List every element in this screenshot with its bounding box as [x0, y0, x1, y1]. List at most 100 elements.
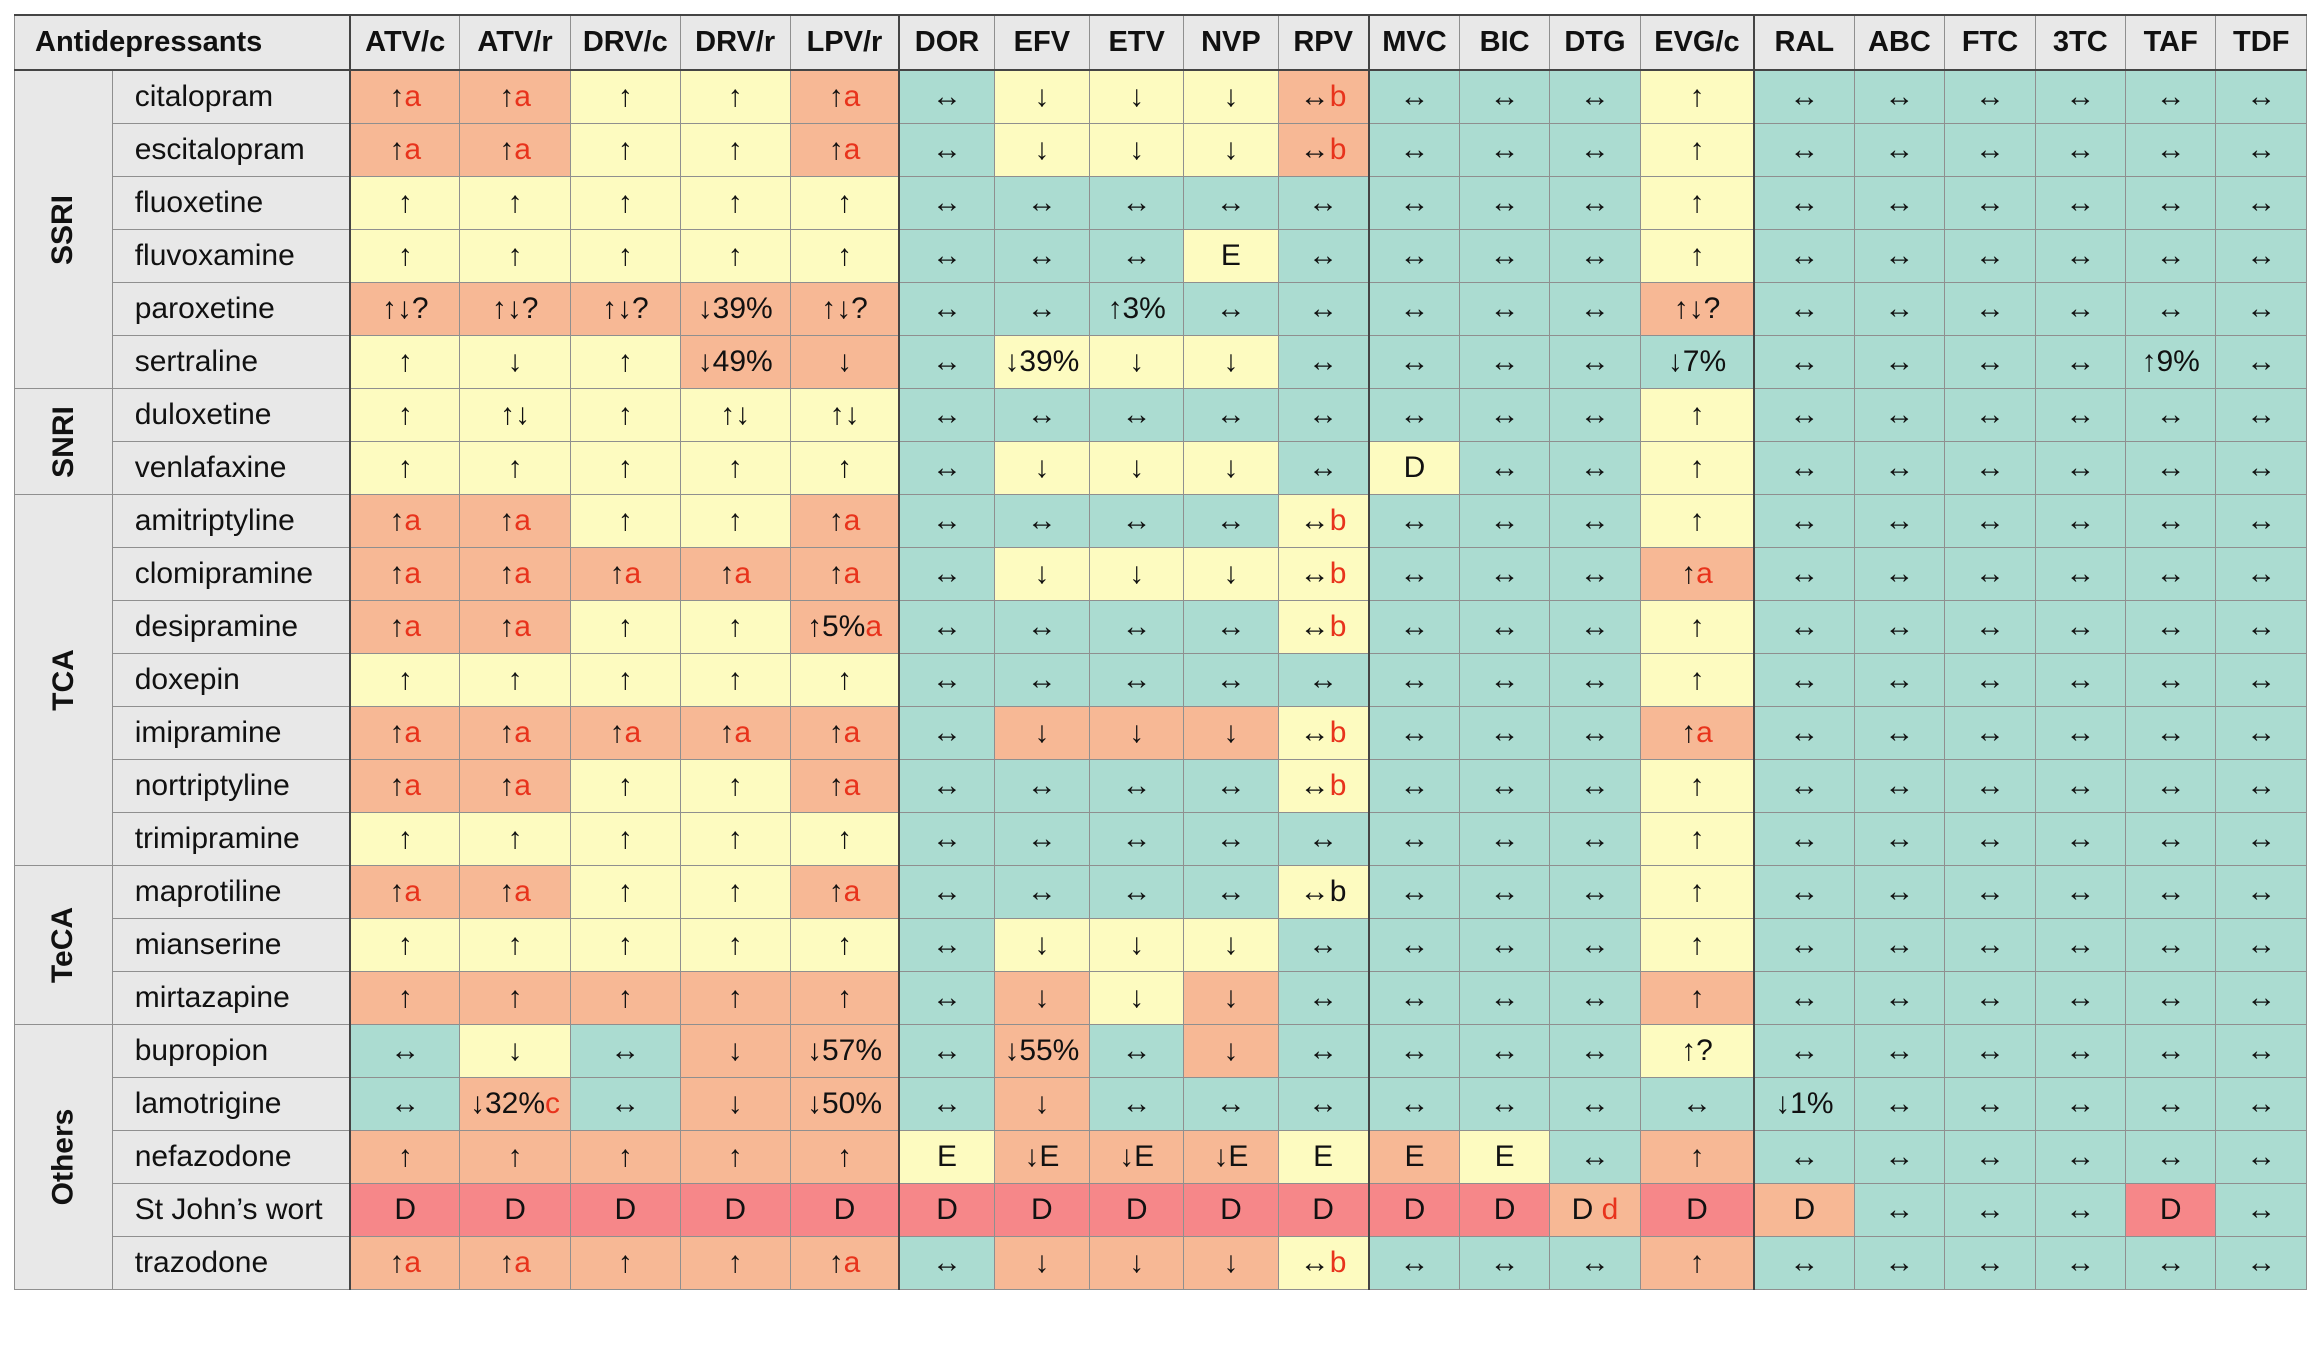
interaction-cell: ↔: [1753, 494, 1855, 548]
interaction-value: ↑: [507, 981, 523, 1014]
column-header: ETV: [1089, 14, 1185, 71]
footnote-marker: b: [1329, 610, 1347, 643]
interaction-value: ↔: [932, 557, 963, 590]
interaction-cell: ↔: [1368, 335, 1461, 389]
interaction-value: ↔: [1975, 504, 2006, 537]
interaction-cell: ↓: [459, 335, 571, 389]
interaction-cell: ↓: [1183, 1024, 1279, 1078]
interaction-cell: ↓39%: [993, 335, 1091, 389]
interaction-value: ↔: [2065, 133, 2096, 166]
interaction-value: ↑: [397, 239, 413, 272]
interaction-value: E: [1220, 239, 1241, 272]
footnote-marker: a: [404, 610, 422, 643]
interaction-value: ↓7%: [1667, 345, 1727, 378]
interaction-cell: ↔: [2034, 1236, 2126, 1290]
interaction-value: ↑9%: [2141, 345, 2200, 378]
interaction-cell: D: [1459, 1183, 1551, 1237]
drug-name: lamotrigine: [111, 1077, 352, 1131]
interaction-cell: ↑: [1639, 176, 1756, 230]
interaction-value: ↔: [1975, 928, 2006, 961]
interaction-cell: D d: [1549, 1183, 1641, 1237]
interaction-value: ↔: [932, 981, 963, 1014]
interaction-cell: ↔: [1853, 1183, 1946, 1237]
interaction-value: ↔: [1884, 928, 1915, 961]
interaction-value: ↑: [1689, 663, 1705, 696]
interaction-cell: ↑a: [459, 494, 571, 548]
interaction-cell: ↔: [2034, 653, 2126, 707]
interaction-value: E: [1404, 1140, 1425, 1173]
interaction-cell: ↔: [2215, 971, 2307, 1025]
interaction-cell: ↔: [2215, 69, 2307, 124]
interaction-value: ↔: [1884, 557, 1915, 590]
interaction-value: ↔: [2246, 1087, 2277, 1120]
interaction-cell: ↔: [2034, 1130, 2126, 1184]
interaction-cell: ↔: [1459, 123, 1551, 177]
interaction-value: ↔: [2155, 928, 2186, 961]
interaction-cell: ↔b: [1277, 69, 1370, 124]
interaction-cell: ↔: [1853, 600, 1946, 654]
interaction-value: ↔: [1215, 610, 1246, 643]
interaction-value: ↔: [1579, 186, 1610, 219]
interaction-cell: ↔: [1183, 865, 1279, 919]
interaction-cell: ↔: [1368, 69, 1461, 124]
interaction-value: ↔: [610, 1087, 641, 1120]
interaction-value: ↔: [1399, 1087, 1430, 1120]
interaction-value: ↔: [2246, 663, 2277, 696]
interaction-value: D: [1220, 1193, 1242, 1226]
interaction-value: ↓: [1034, 80, 1050, 113]
interaction-cell: ↔: [1183, 494, 1279, 548]
interaction-value: ↔: [1975, 451, 2006, 484]
interaction-value: ↑: [727, 928, 743, 961]
interaction-cell: ↔b: [1277, 865, 1370, 919]
interaction-value: ↔: [1121, 186, 1152, 219]
interaction-value: ↑: [617, 504, 633, 537]
interaction-value: D: [936, 1193, 958, 1226]
interaction-cell: ↔: [1277, 812, 1370, 866]
interaction-cell: ↔: [898, 1077, 995, 1131]
interaction-cell: ↑: [1639, 865, 1756, 919]
interaction-value: ↓: [1034, 928, 1050, 961]
interaction-cell: ↓: [679, 1024, 791, 1078]
interaction-value: ↑: [836, 186, 852, 219]
interaction-value: ↔: [1215, 769, 1246, 802]
interaction-cell: ↔: [1753, 812, 1855, 866]
footnote-marker: a: [843, 769, 861, 802]
footnote-marker: b: [1329, 557, 1347, 590]
interaction-value: ↑: [828, 875, 844, 908]
interaction-value: ↔: [1121, 504, 1152, 537]
interaction-cell: ↓: [993, 1077, 1091, 1131]
column-header: TDF: [2215, 14, 2307, 71]
interaction-value: ↓: [1223, 716, 1239, 749]
interaction-value: ↔: [1579, 663, 1610, 696]
interaction-value: ↔: [1489, 981, 1520, 1014]
footnote-marker: a: [404, 716, 422, 749]
interaction-value: ↑: [397, 928, 413, 961]
interaction-cell: ↔: [1089, 759, 1185, 813]
interaction-cell: ↑a: [569, 547, 681, 601]
interaction-value: ↔: [1399, 610, 1430, 643]
interaction-value: ↔: [1121, 398, 1152, 431]
interaction-value: ↔: [2155, 557, 2186, 590]
interaction-value: ↔: [1489, 769, 1520, 802]
interaction-cell: ↔: [2124, 1024, 2217, 1078]
interaction-value: ↔: [1026, 663, 1057, 696]
interaction-cell: ↔: [1944, 865, 2036, 919]
interaction-value: ↔: [2246, 1193, 2277, 1226]
interaction-cell: D: [1753, 1183, 1855, 1237]
interaction-cell: D: [993, 1183, 1091, 1237]
interaction-cell: ↔: [898, 388, 995, 442]
interaction-cell: ↔: [1549, 653, 1641, 707]
interaction-value: ↑: [617, 345, 633, 378]
interaction-value: ↔: [1579, 981, 1610, 1014]
interaction-cell: ↔: [1459, 494, 1551, 548]
interaction-value: ↑: [1681, 716, 1697, 749]
interaction-cell: ↔: [1753, 653, 1855, 707]
table-row: venlafaxine ↑ ↑ ↑ ↑ ↑ ↔ ↓ ↓ ↓ ↔ D ↔ ↔ ↑ ↔ ↔ ↔ ↔ ↔ ↔: [15, 441, 2307, 495]
interaction-value: ↑: [389, 504, 405, 537]
interaction-value: ↔: [1884, 769, 1915, 802]
interaction-value: ↔: [1399, 239, 1430, 272]
interaction-value: ↓: [727, 1034, 743, 1067]
interaction-value: ↔: [1489, 239, 1520, 272]
interaction-value: ↔: [2155, 981, 2186, 1014]
interaction-cell: ↑: [679, 759, 791, 813]
